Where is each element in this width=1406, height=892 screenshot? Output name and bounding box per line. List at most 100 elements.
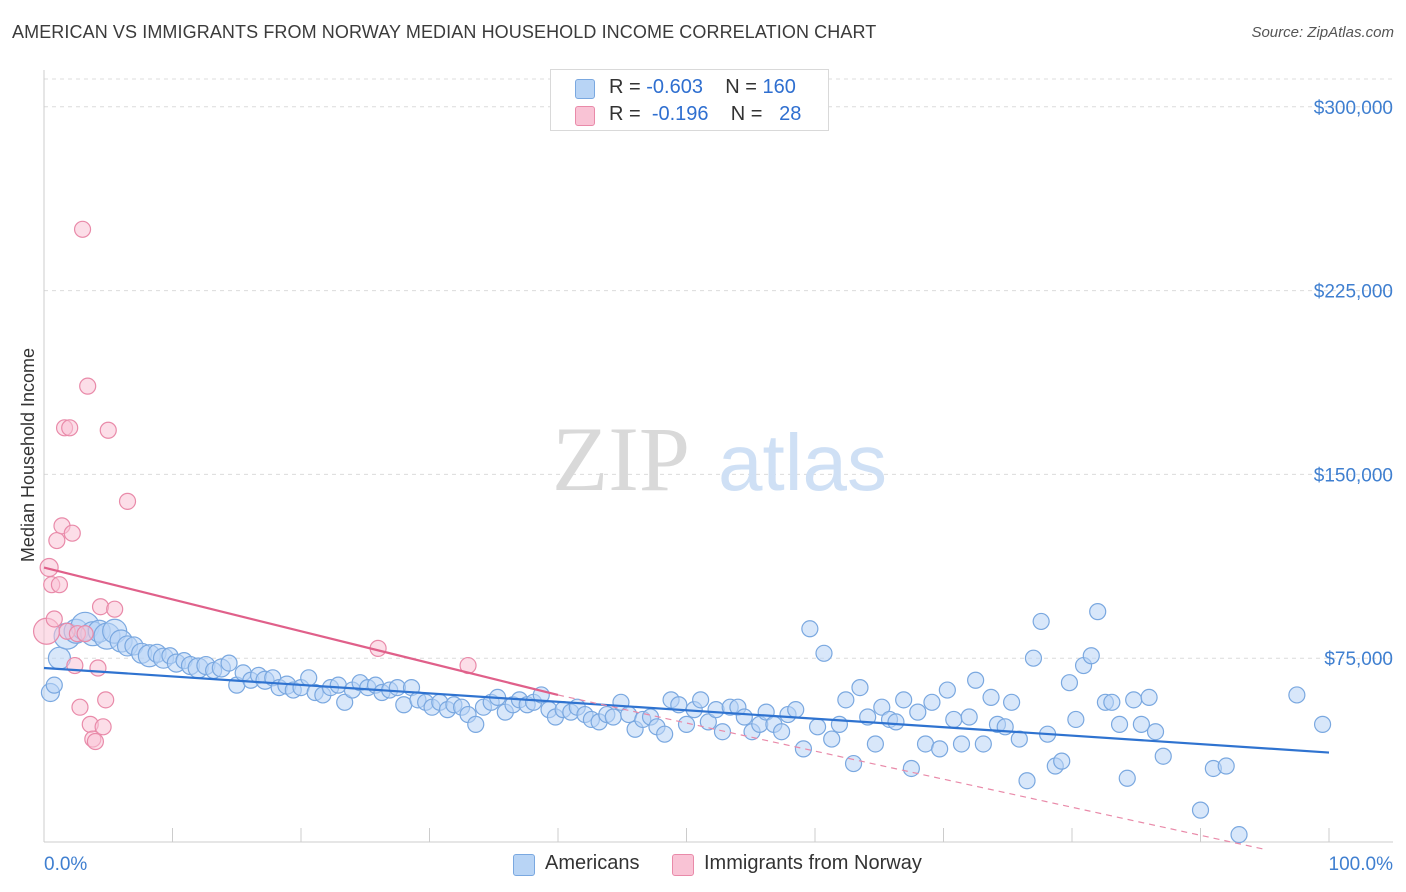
y-tick-label: $150,000 xyxy=(1314,465,1393,486)
legend-text-americans: R = -0.603 N = 160 xyxy=(609,76,796,99)
point-americans xyxy=(823,730,841,748)
watermark-atlas: atlas xyxy=(718,418,887,507)
point-americans xyxy=(1018,772,1036,790)
point-americans xyxy=(895,691,913,709)
point-norway xyxy=(73,220,92,238)
point-americans xyxy=(923,693,941,711)
point-americans xyxy=(656,725,674,743)
watermark: ZIP atlas xyxy=(552,408,887,510)
point-americans xyxy=(794,740,813,758)
point-americans xyxy=(909,703,927,721)
legend-n-label: N = xyxy=(725,76,757,98)
x-tick-labels: 0.0% 100.0% xyxy=(44,854,1393,875)
legend-n-value: 160 xyxy=(762,76,796,98)
point-americans xyxy=(974,735,992,753)
legend-r-label: R = xyxy=(609,103,641,125)
point-americans xyxy=(1053,752,1071,770)
point-americans xyxy=(713,723,732,741)
trend-line-norway xyxy=(43,566,559,697)
axes xyxy=(43,70,1393,843)
legend-text-norway: R = -0.196 N = 28 xyxy=(609,103,801,126)
watermark-zip: ZIP xyxy=(552,408,690,510)
point-americans xyxy=(707,701,725,719)
point-americans xyxy=(1024,649,1043,667)
point-americans xyxy=(902,759,920,778)
point-americans xyxy=(300,669,318,687)
point-americans xyxy=(1082,647,1100,665)
point-americans xyxy=(735,708,753,726)
point-norway xyxy=(61,419,79,437)
bottom-legend-swatch-norway xyxy=(672,854,694,876)
point-americans xyxy=(1191,801,1210,819)
y-tick-label: $300,000 xyxy=(1314,98,1393,119)
point-americans xyxy=(677,715,696,733)
point-americans xyxy=(1132,715,1150,733)
point-americans xyxy=(960,708,978,726)
point-norway xyxy=(86,732,105,751)
y-tick-label: $225,000 xyxy=(1314,282,1393,303)
point-americans xyxy=(952,735,971,753)
trend-line-americans xyxy=(43,666,1330,754)
bottom-legend-label-americans: Americans xyxy=(545,852,640,874)
point-americans xyxy=(837,691,855,709)
point-americans xyxy=(873,698,891,716)
legend-n-value: 28 xyxy=(779,103,802,125)
legend-swatch-americans xyxy=(575,79,595,99)
point-norway xyxy=(97,691,115,709)
point-norway xyxy=(89,659,107,677)
point-americans xyxy=(1089,603,1107,621)
trend-lines xyxy=(43,566,1330,850)
x-tick-label: 100.0% xyxy=(1329,854,1394,875)
point-americans xyxy=(1110,715,1129,733)
point-norway xyxy=(99,421,117,439)
point-americans xyxy=(220,654,238,672)
point-americans xyxy=(801,620,819,638)
point-norway xyxy=(91,598,110,616)
legend-swatch-norway xyxy=(575,106,595,126)
point-americans xyxy=(1067,710,1085,729)
point-norway xyxy=(79,377,97,395)
correlation-legend: R = -0.603 N = 160 R = -0.196 N = 28 xyxy=(550,69,829,131)
point-norway xyxy=(106,600,124,618)
point-norway xyxy=(94,718,112,736)
point-americans xyxy=(830,715,849,733)
bottom-legend-swatch-americans xyxy=(513,854,535,876)
point-americans xyxy=(967,671,985,689)
point-americans xyxy=(1032,612,1050,631)
point-americans xyxy=(1313,715,1332,733)
point-americans xyxy=(938,681,956,699)
point-norway xyxy=(71,698,89,716)
point-norway xyxy=(50,576,69,594)
point-norway xyxy=(118,492,137,510)
bottom-legend-label-norway: Immigrants from Norway xyxy=(704,852,922,874)
legend-n-label: N = xyxy=(730,103,763,125)
point-americans xyxy=(1230,826,1248,844)
point-americans xyxy=(866,735,884,753)
point-americans xyxy=(1125,691,1143,709)
point-americans xyxy=(945,710,963,729)
point-norway xyxy=(76,625,94,643)
point-americans xyxy=(1140,688,1158,707)
point-norway xyxy=(45,610,63,628)
point-americans xyxy=(336,693,354,711)
point-americans xyxy=(604,708,622,726)
chart-title: AMERICAN VS IMMIGRANTS FROM NORWAY MEDIA… xyxy=(12,22,877,42)
point-americans xyxy=(887,713,905,731)
point-americans xyxy=(815,644,833,662)
point-americans xyxy=(808,718,827,736)
point-americans xyxy=(931,740,949,758)
point-americans xyxy=(772,723,791,741)
point-americans xyxy=(1217,757,1235,775)
legend-r-label: R = xyxy=(609,76,641,98)
point-americans xyxy=(851,678,869,697)
point-americans xyxy=(1060,674,1079,692)
point-americans xyxy=(1003,693,1021,711)
source-label: Source: ZipAtlas.com xyxy=(1251,24,1394,41)
point-americans xyxy=(982,688,1000,707)
point-norway xyxy=(63,524,81,542)
point-norway xyxy=(48,531,66,550)
point-americans xyxy=(467,715,485,733)
point-americans xyxy=(1288,686,1306,704)
legend-r-value: -0.196 xyxy=(651,103,709,125)
